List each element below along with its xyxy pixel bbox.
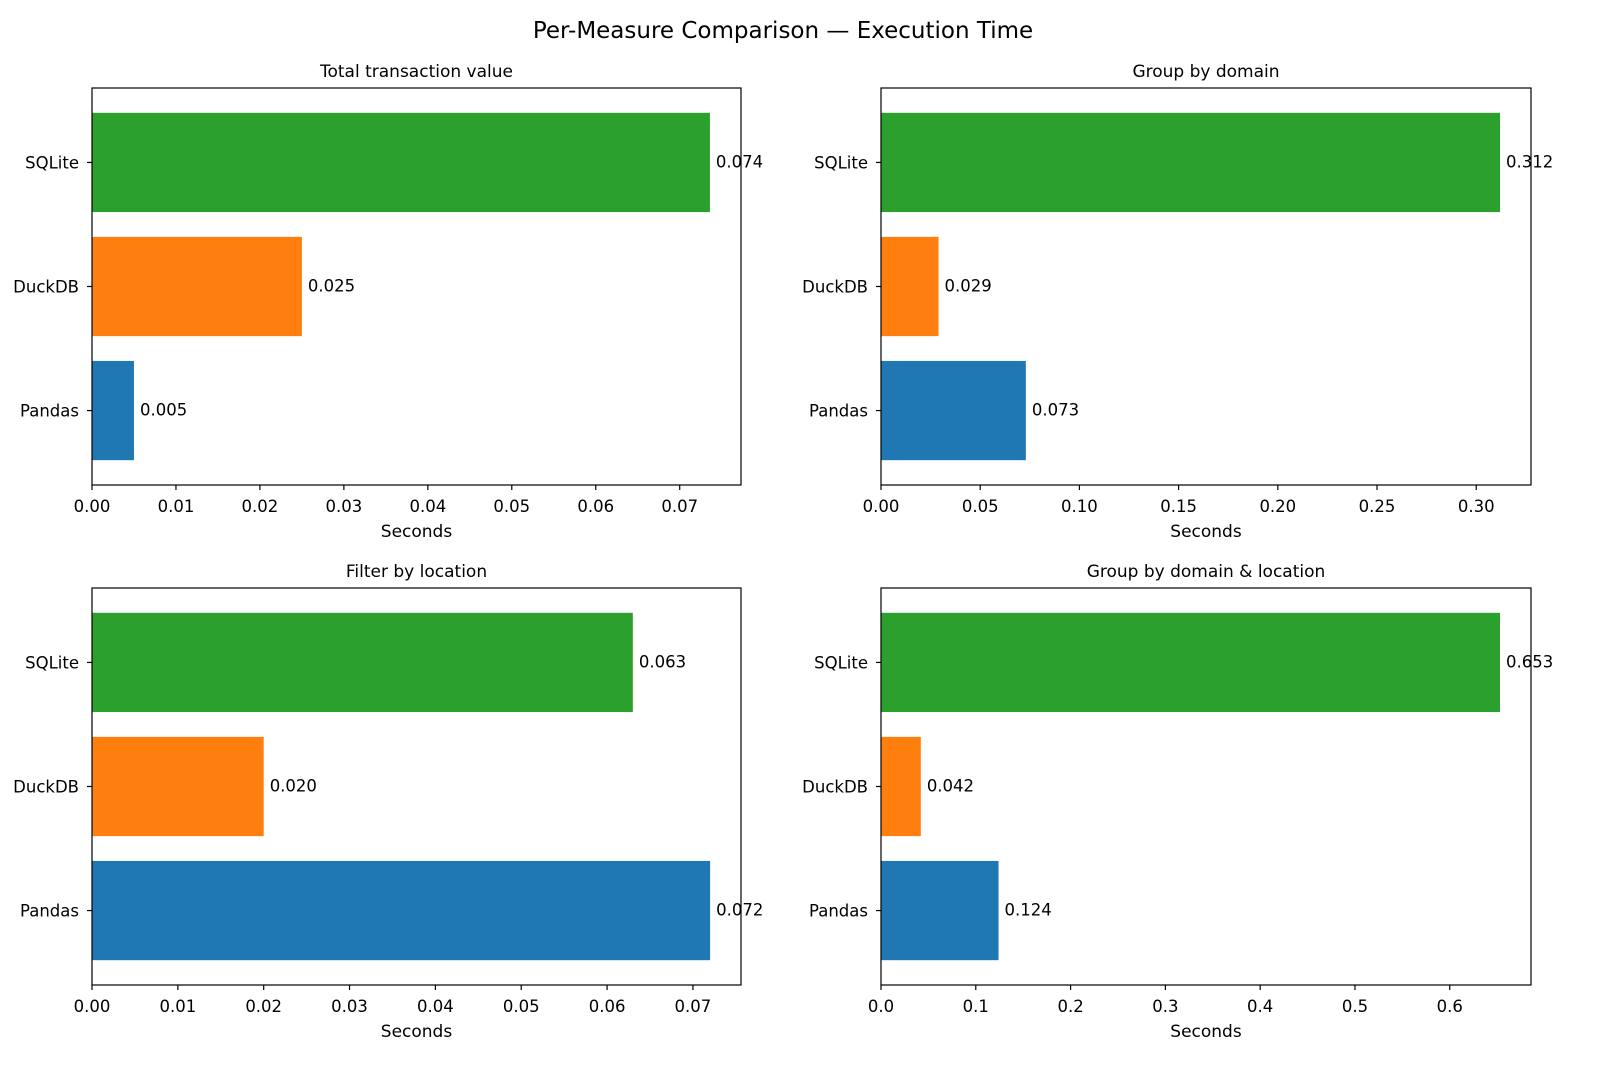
bar-sqlite bbox=[881, 112, 1501, 213]
bar-value-label-duckdb: 0.042 bbox=[927, 777, 974, 796]
bar-sqlite bbox=[92, 612, 633, 713]
y-tick-label: Pandas bbox=[809, 402, 868, 421]
x-tick-label: 0.01 bbox=[159, 997, 196, 1016]
x-tick-label: 0.07 bbox=[661, 497, 698, 516]
x-tick-label: 0.03 bbox=[331, 997, 368, 1016]
bar-pandas bbox=[881, 860, 999, 961]
x-tick-label: 0.2 bbox=[1057, 997, 1083, 1016]
subplot-title: Total transaction value bbox=[319, 62, 513, 82]
bar-duckdb bbox=[92, 736, 264, 837]
figure-title: Per-Measure Comparison — Execution Time bbox=[533, 18, 1033, 44]
y-tick-label: Pandas bbox=[20, 402, 79, 421]
x-tick-label: 0.02 bbox=[245, 997, 282, 1016]
bar-value-label-sqlite: 0.312 bbox=[1506, 152, 1553, 171]
subplots: Total transaction value 0.005 Pandas 0.025 D… bbox=[13, 62, 1553, 1042]
bar-value-label-pandas: 0.005 bbox=[140, 401, 187, 420]
x-tick-label: 0.00 bbox=[74, 497, 111, 516]
x-axis-label: Seconds bbox=[1170, 1022, 1242, 1042]
bar-value-label-pandas: 0.073 bbox=[1032, 401, 1079, 420]
axes-frame bbox=[91, 587, 742, 986]
x-tick-label: 0.20 bbox=[1259, 497, 1296, 516]
x-tick-label: 0.01 bbox=[158, 497, 195, 516]
x-tick-label: 0.00 bbox=[74, 997, 111, 1016]
axes-frame bbox=[91, 87, 742, 486]
bar-duckdb bbox=[92, 236, 302, 337]
x-tick-label: 0.30 bbox=[1458, 497, 1495, 516]
bar-value-label-pandas: 0.072 bbox=[716, 901, 763, 920]
x-axis-label: Seconds bbox=[381, 1022, 453, 1042]
bar-duckdb bbox=[881, 736, 921, 837]
bar-pandas bbox=[92, 860, 711, 961]
x-tick-label: 0.1 bbox=[963, 997, 989, 1016]
x-tick-label: 0.10 bbox=[1061, 497, 1098, 516]
y-tick-label: DuckDB bbox=[802, 778, 868, 797]
x-tick-label: 0.00 bbox=[863, 497, 900, 516]
y-tick-label: SQLite bbox=[814, 153, 868, 172]
y-tick-label: SQLite bbox=[25, 653, 79, 672]
x-tick-label: 0.4 bbox=[1247, 997, 1273, 1016]
x-tick-label: 0.05 bbox=[493, 497, 530, 516]
x-tick-label: 0.3 bbox=[1152, 997, 1178, 1016]
subplot-2: Group by domain 0.073 Pandas 0.029 DuckDB 0.3… bbox=[802, 62, 1553, 542]
bar-sqlite bbox=[881, 612, 1501, 713]
bar-value-label-duckdb: 0.029 bbox=[945, 277, 992, 296]
axes-frame bbox=[880, 87, 1532, 486]
x-axis-label: Seconds bbox=[1170, 522, 1242, 542]
x-tick-label: 0.6 bbox=[1437, 997, 1463, 1016]
bar-value-label-duckdb: 0.020 bbox=[270, 777, 317, 796]
bar-value-label-sqlite: 0.653 bbox=[1506, 652, 1553, 671]
bar-value-label-sqlite: 0.063 bbox=[639, 652, 686, 671]
y-tick-label: SQLite bbox=[814, 653, 868, 672]
subplot-title: Group by domain bbox=[1132, 62, 1279, 82]
bar-pandas bbox=[881, 360, 1026, 461]
bar-value-label-pandas: 0.124 bbox=[1005, 901, 1052, 920]
bar-sqlite bbox=[92, 112, 710, 213]
bar-value-label-duckdb: 0.025 bbox=[308, 277, 355, 296]
bar-value-label-sqlite: 0.074 bbox=[716, 152, 763, 171]
x-tick-label: 0.15 bbox=[1160, 497, 1197, 516]
subplot-title: Group by domain & location bbox=[1087, 562, 1326, 582]
x-tick-label: 0.0 bbox=[868, 997, 894, 1016]
subplot-1: Total transaction value 0.005 Pandas 0.025 D… bbox=[13, 62, 763, 542]
x-tick-label: 0.06 bbox=[589, 997, 626, 1016]
x-tick-label: 0.07 bbox=[675, 997, 712, 1016]
x-axis-label: Seconds bbox=[381, 522, 453, 542]
x-tick-label: 0.05 bbox=[962, 497, 999, 516]
x-tick-label: 0.03 bbox=[326, 497, 363, 516]
subplot-3: Filter by location 0.072 Pandas 0.020 DuckDB… bbox=[13, 562, 763, 1042]
x-tick-label: 0.25 bbox=[1359, 497, 1396, 516]
y-tick-label: SQLite bbox=[25, 153, 79, 172]
subplot-4: Group by domain & location 0.124 Pandas 0.0… bbox=[802, 562, 1553, 1042]
x-tick-label: 0.02 bbox=[242, 497, 279, 516]
bar-pandas bbox=[92, 360, 134, 461]
x-tick-label: 0.5 bbox=[1342, 997, 1368, 1016]
x-tick-label: 0.04 bbox=[417, 997, 454, 1016]
y-tick-label: DuckDB bbox=[13, 778, 79, 797]
y-tick-label: Pandas bbox=[809, 902, 868, 921]
y-tick-label: DuckDB bbox=[13, 278, 79, 297]
bar-duckdb bbox=[881, 236, 939, 337]
subplot-title: Filter by location bbox=[346, 562, 487, 582]
x-tick-label: 0.05 bbox=[503, 997, 540, 1016]
x-tick-label: 0.04 bbox=[409, 497, 446, 516]
axes-frame bbox=[880, 587, 1532, 986]
x-tick-label: 0.06 bbox=[577, 497, 614, 516]
y-tick-label: Pandas bbox=[20, 902, 79, 921]
y-tick-label: DuckDB bbox=[802, 278, 868, 297]
